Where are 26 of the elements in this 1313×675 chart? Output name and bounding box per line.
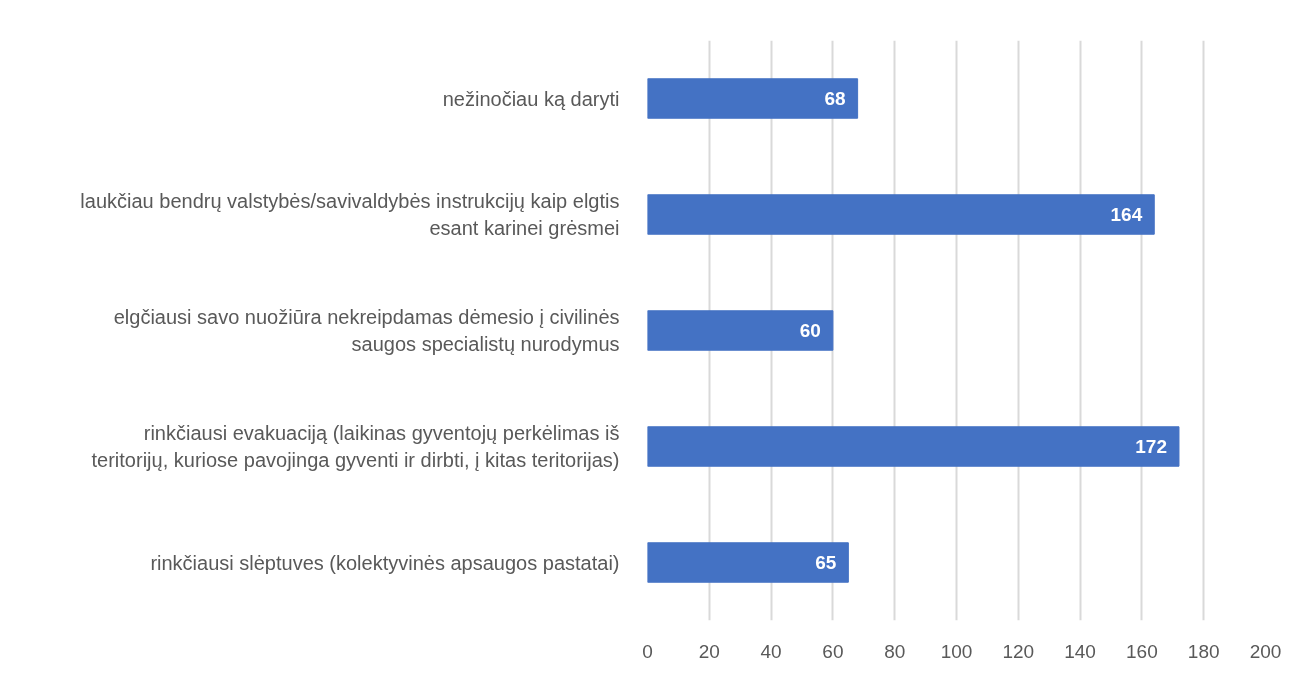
bar [647, 542, 849, 583]
x-tick-label: 40 [760, 640, 782, 662]
data-label: 68 [824, 88, 846, 109]
bar [647, 78, 859, 119]
x-tick-label: 100 [940, 640, 973, 662]
x-tick-label: 20 [698, 640, 720, 662]
data-label: 65 [815, 552, 837, 573]
y-tick-label: elgčiausi savo nuožiūra nekreipdamas dėmesio į civilinės saugos specialistų nurodymus [113, 306, 620, 355]
x-tick-label: 140 [1064, 640, 1096, 662]
bar [647, 194, 1155, 235]
y-tick-label: laukčiau bendrų valstybės/savivaldybės instrukcijų kaip elgtis esant karinei grėsmei [80, 190, 620, 239]
data-label: 172 [1135, 436, 1167, 457]
bar [647, 426, 1180, 467]
x-tick-label: 200 [1249, 640, 1282, 662]
data-label: 60 [799, 320, 821, 341]
x-tick-label: 180 [1187, 640, 1220, 662]
y-tick-label: rinkčiausi slėptuves (kolektyvinės apsaugos pastatai) [150, 551, 620, 574]
x-tick-label: 80 [884, 640, 906, 662]
x-tick-label: 120 [1002, 640, 1035, 662]
y-tick-label: rinkčiausi evakuaciją (laikinas gyventojų perkėlimas iš teritorijų, kuriose pavojinga gyventi ir dirbti, į kitas teritorijas) [91, 422, 620, 471]
x-tick-label: 60 [822, 640, 844, 662]
x-tick-label: 160 [1126, 640, 1158, 662]
bar [647, 310, 834, 351]
x-tick-label: 0 [642, 640, 653, 662]
data-label: 164 [1110, 204, 1143, 225]
y-tick-label: nežinočiau ką daryti [442, 87, 620, 110]
